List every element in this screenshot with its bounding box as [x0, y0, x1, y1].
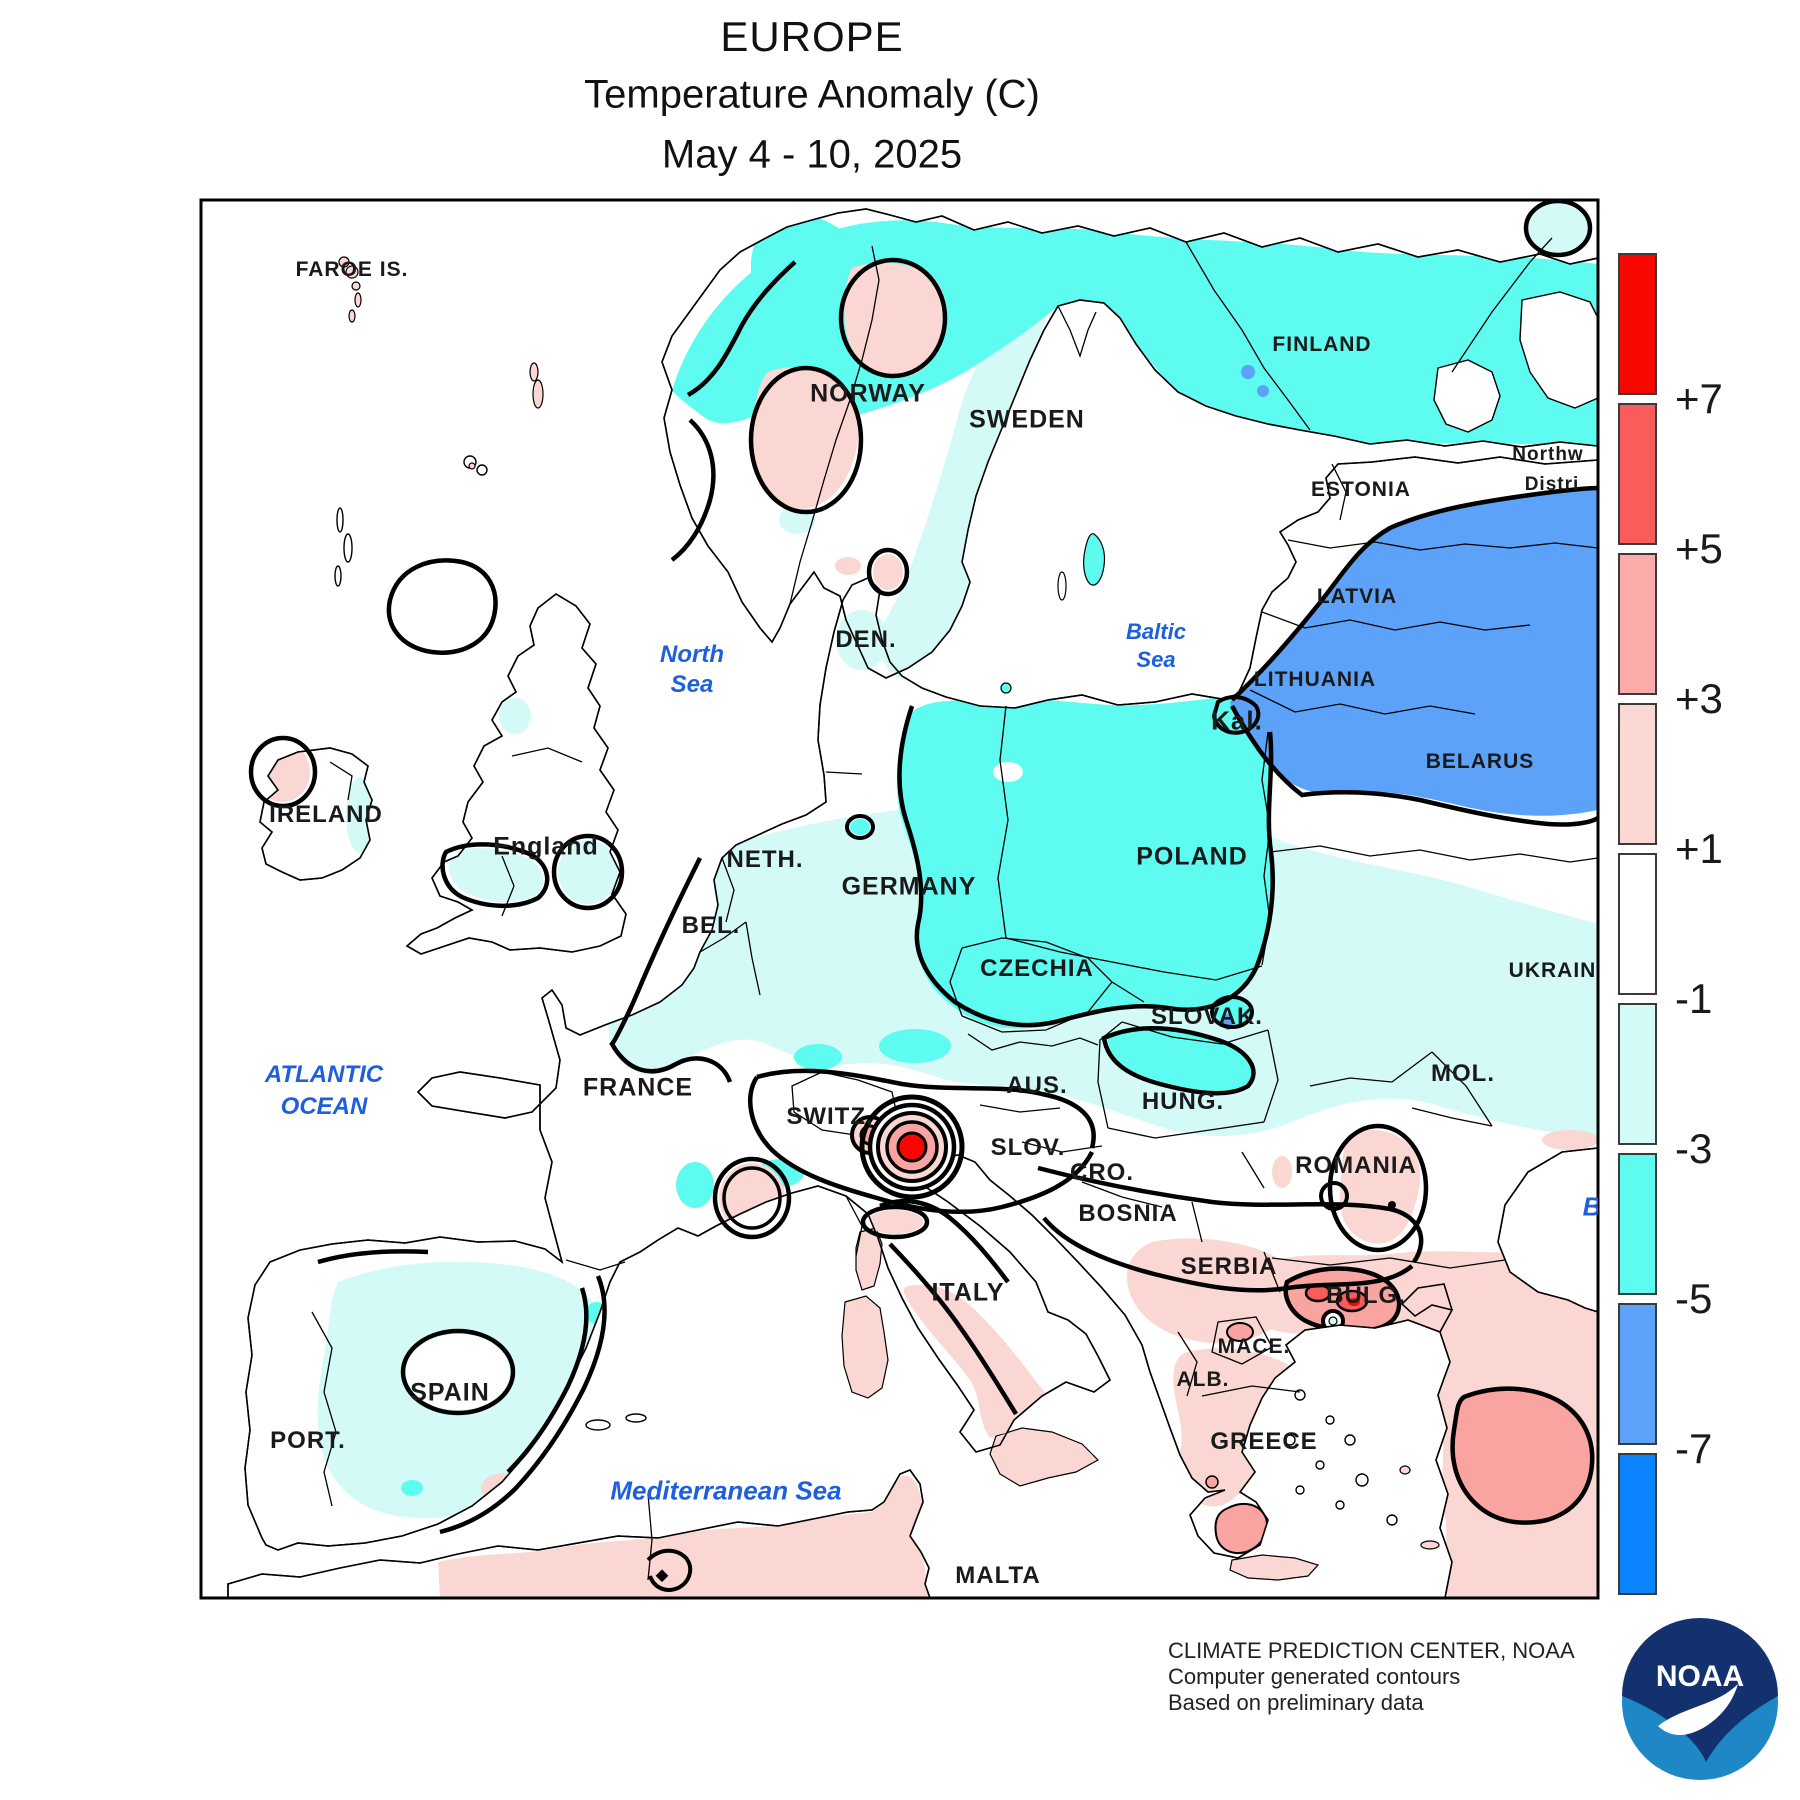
colorbar-tick-label: +3 — [1675, 675, 1723, 722]
russia-lakes — [1433, 200, 1598, 433]
noaa-gull-icon — [1658, 1684, 1738, 1736]
colorbar-tick-label: +1 — [1675, 825, 1723, 872]
island-aegean — [1325, 1415, 1335, 1425]
island-sardinia — [841, 1295, 889, 1399]
anomaly-contours — [248, 257, 1598, 1592]
island-oland — [1057, 571, 1067, 601]
page-subtitle: Temperature Anomaly (C) — [584, 72, 1040, 117]
island-hebrides — [336, 507, 344, 533]
colorbar-segment — [1618, 853, 1657, 995]
page-title: EUROPE — [720, 13, 904, 60]
noaa-logo-text: NOAA — [1656, 1660, 1744, 1693]
anomaly-blob — [1230, 490, 1598, 816]
island-hebrides — [334, 565, 342, 587]
footer-line-2: Computer generated contours — [1168, 1664, 1461, 1689]
island-gotland — [1083, 533, 1106, 586]
map-canvas — [201, 200, 1598, 1598]
island-aegean — [1284, 1434, 1296, 1446]
island-faroe — [338, 256, 350, 268]
island-mallorca — [585, 1419, 611, 1431]
island-faroe — [348, 309, 356, 323]
colorbar-tick-label: +5 — [1675, 525, 1723, 572]
contour-dot — [1388, 1201, 1396, 1209]
page-date-range: May 4 - 10, 2025 — [661, 132, 963, 177]
footer-credits: CLIMATE PREDICTION CENTER, NOAA Computer… — [1168, 1638, 1575, 1716]
colored-islands — [338, 256, 1440, 1581]
island-shetland — [532, 379, 544, 409]
island-aegean — [1294, 1389, 1306, 1401]
island-aegean — [1295, 1485, 1305, 1495]
anomaly-blob — [896, 696, 1275, 1029]
island-rhodes — [1420, 1540, 1440, 1550]
island-aegean — [1386, 1514, 1398, 1526]
island-orkney-anomaly — [468, 462, 476, 470]
island-orkney — [476, 464, 488, 476]
colorbar-segment — [1618, 1453, 1657, 1595]
map-frame — [199, 198, 1600, 1600]
island-aegean — [1344, 1434, 1356, 1446]
colorbar-segment — [1618, 1153, 1657, 1295]
contour-dot — [655, 1569, 669, 1583]
colorbar-tick-label: +7 — [1675, 375, 1723, 422]
alps-anomaly-bullseye — [850, 1094, 965, 1200]
colorbar-tick-label: -3 — [1675, 1125, 1713, 1172]
island-shetland — [529, 362, 539, 382]
island-aegean — [1335, 1500, 1345, 1510]
colorbar-segment — [1618, 253, 1657, 395]
noaa-logo-shell — [1622, 1618, 1778, 1762]
island-menorca — [625, 1413, 647, 1423]
country-borders — [311, 237, 1598, 1581]
colorbar-tick-label: -1 — [1675, 975, 1713, 1022]
island-faroe — [345, 265, 359, 279]
colorbar-tick-label: -7 — [1675, 1425, 1713, 1472]
anomaly-blob — [879, 304, 1046, 681]
island-hebrides — [343, 533, 353, 563]
island-aegean — [1355, 1473, 1369, 1487]
colorbar-segment — [1618, 553, 1657, 695]
ne-contour-blob — [1523, 200, 1593, 258]
island-faroe — [354, 292, 362, 308]
colorbar-segment — [1618, 1003, 1657, 1145]
colorbar-segment — [1618, 703, 1657, 845]
island-crete — [1229, 1554, 1320, 1581]
colorbar-tick-label: -5 — [1675, 1275, 1713, 1322]
turkey-warm-anomaly — [1450, 1386, 1595, 1525]
colorbar-segment — [1618, 403, 1657, 545]
island-faroe — [351, 281, 361, 291]
island-aegean-anomaly — [1399, 1465, 1411, 1475]
island-sicily — [989, 1427, 1099, 1487]
noaa-logo: NOAA — [1622, 1618, 1778, 1780]
island-bornholm — [1000, 682, 1012, 694]
footer-line-1: CLIMATE PREDICTION CENTER, NOAA — [1168, 1638, 1575, 1663]
island-aegean — [1315, 1460, 1325, 1470]
footer-line-3: Based on preliminary data — [1168, 1690, 1424, 1715]
colorbar-segment — [1618, 1303, 1657, 1445]
